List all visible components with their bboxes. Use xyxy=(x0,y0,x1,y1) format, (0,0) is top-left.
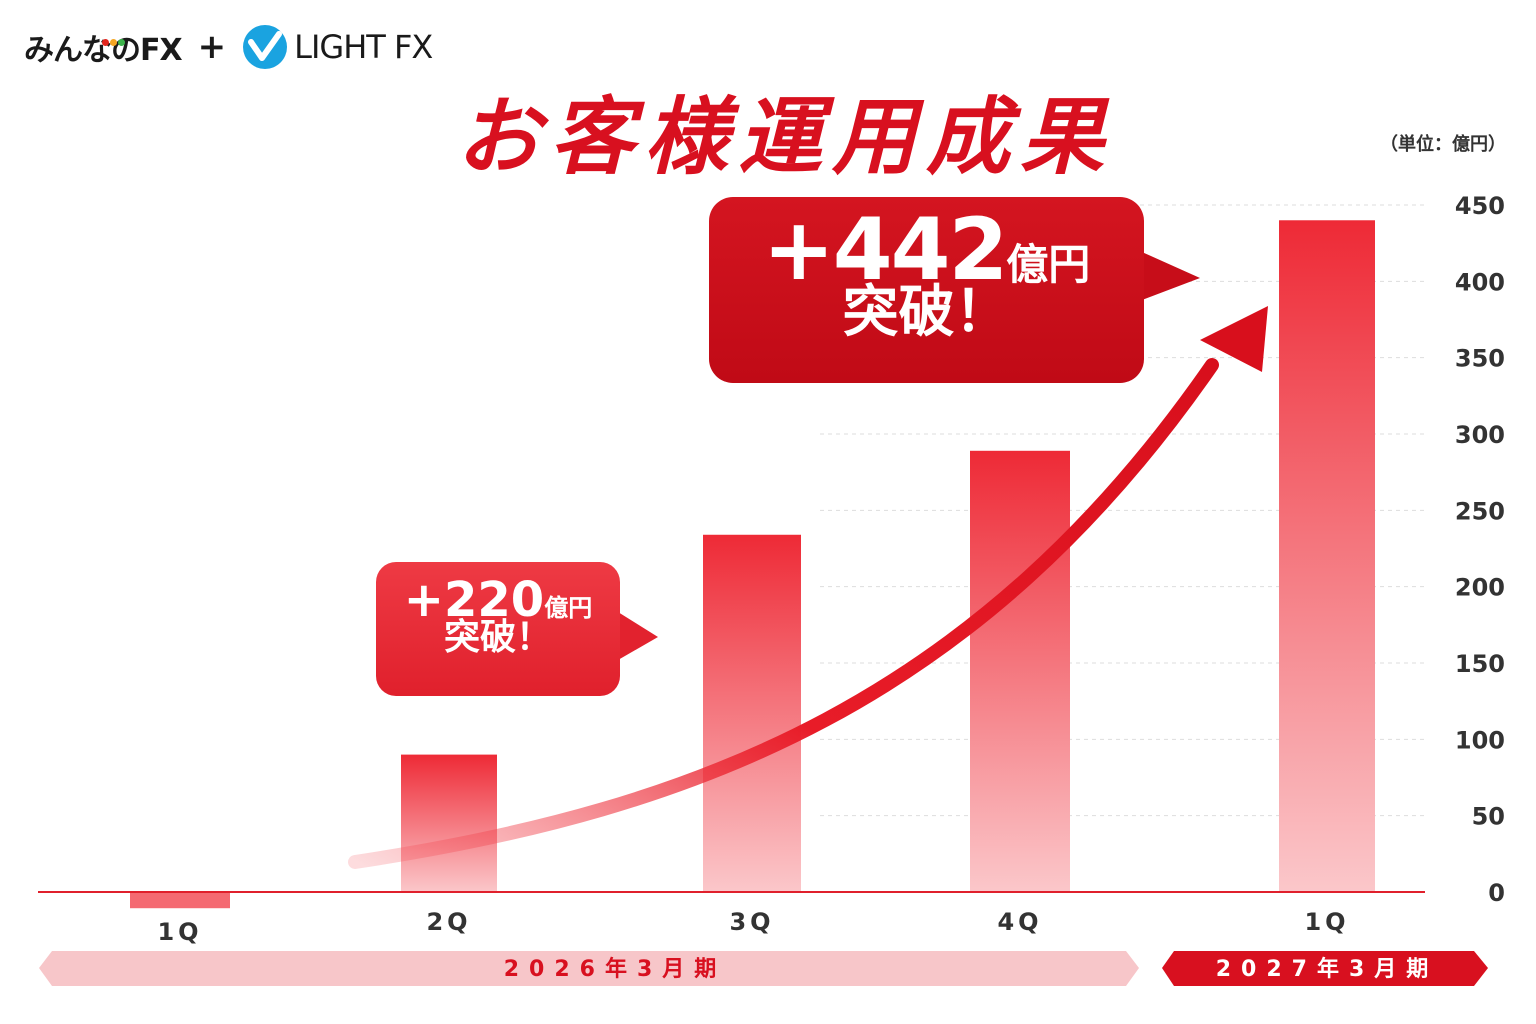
growth-arrow-icon xyxy=(348,358,1219,869)
y-tick-300: 300 xyxy=(1455,421,1505,449)
period-bands: 2026年3月期 2027年3月期 xyxy=(39,951,1488,986)
callout-442-yen: 億円 xyxy=(1006,240,1091,289)
light-fx-badge-icon xyxy=(243,25,288,69)
logo-dot-green xyxy=(118,39,125,46)
logo-dot-red xyxy=(102,39,109,46)
y-tick-250: 250 xyxy=(1455,497,1505,525)
x-category-5: 1Q xyxy=(1304,908,1349,936)
callout-442: +442億円 突破！ xyxy=(709,197,1144,383)
bars xyxy=(130,220,1375,909)
logo-plus: + xyxy=(197,27,227,67)
callout-small-pointer-icon xyxy=(618,612,658,660)
light-fx-logo: LIGHT FX xyxy=(242,24,433,70)
logo-dot-orange xyxy=(110,39,117,46)
period-band-2027 xyxy=(1162,951,1488,986)
y-tick-150: 150 xyxy=(1455,650,1505,678)
bar-4 xyxy=(970,450,1070,892)
callout-220-sub: 突破！ xyxy=(443,617,552,658)
y-axis-ticks: 0 50 100 150 200 250 300 350 400 450 xyxy=(1455,192,1505,907)
bar-3 xyxy=(703,534,801,892)
y-tick-50: 50 xyxy=(1472,803,1505,831)
x-category-1: 1Q xyxy=(157,918,202,946)
callout-442-sub: 突破！ xyxy=(842,280,1011,345)
chart-title: お客様運用成果 xyxy=(455,88,1114,186)
y-tick-0: 0 xyxy=(1488,879,1505,907)
y-tick-350: 350 xyxy=(1455,345,1505,373)
period-band-2026 xyxy=(39,951,1139,986)
callout-220: +220億円 突破！ xyxy=(376,562,620,696)
callout-big-pointer-icon xyxy=(1142,252,1200,300)
y-tick-200: 200 xyxy=(1455,574,1505,602)
logo-bar: みんなのFX + LIGHT FX xyxy=(24,22,433,72)
y-tick-400: 400 xyxy=(1455,268,1505,296)
y-tick-100: 100 xyxy=(1455,726,1505,754)
y-tick-450: 450 xyxy=(1455,192,1505,220)
minna-fx-logo-text: みんなのFX xyxy=(24,33,183,68)
callout-220-yen: 億円 xyxy=(544,594,593,622)
bar-2 xyxy=(401,754,497,892)
unit-label: （単位：億円） xyxy=(1380,134,1506,155)
x-category-2: 2Q xyxy=(426,908,471,936)
growth-arrow-head-icon xyxy=(1200,306,1268,372)
x-category-4: 4Q xyxy=(997,908,1042,936)
period-label-2027: 2027年3月期 xyxy=(1216,956,1439,982)
period-label-2026: 2026年3月期 xyxy=(504,956,727,982)
callout-442-amount: +442 xyxy=(762,200,1009,300)
light-fx-logo-text: LIGHT FX xyxy=(294,28,433,66)
minna-fx-logo: みんなのFX xyxy=(24,25,183,69)
x-axis-categories: 1Q 2Q 3Q 4Q 1Q xyxy=(157,908,1349,946)
x-category-3: 3Q xyxy=(729,908,774,936)
logo-dots xyxy=(102,19,126,54)
bar-5 xyxy=(1279,220,1375,892)
callout-220-amount: +220 xyxy=(403,572,545,628)
bar-1 xyxy=(130,892,230,909)
